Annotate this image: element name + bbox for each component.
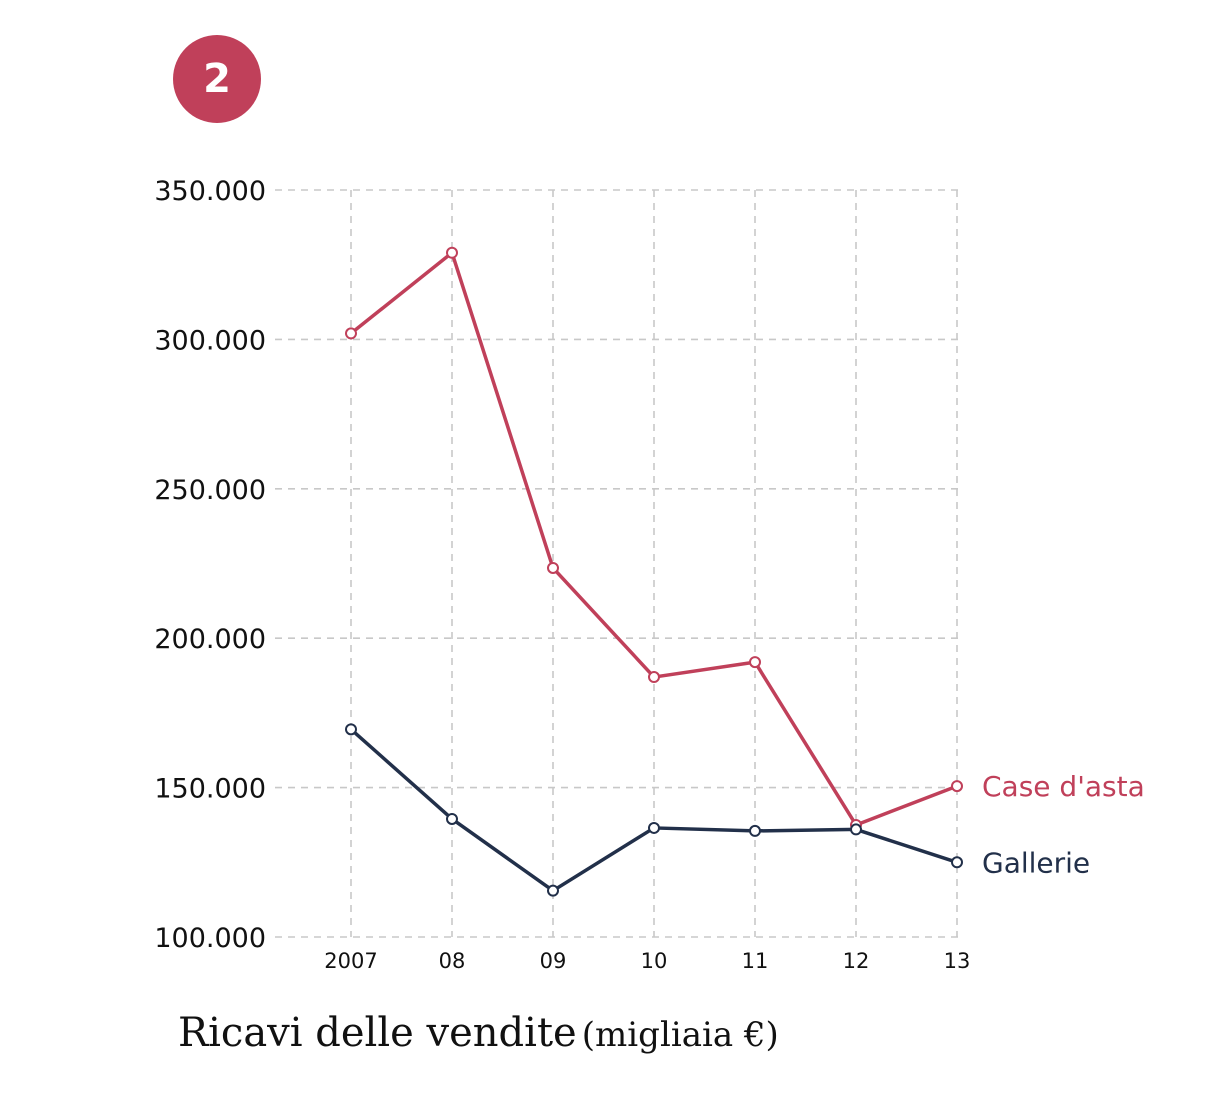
- section-number-badge: 2: [173, 35, 261, 123]
- data-point: [446, 246, 458, 259]
- y-tick-label: 250.000: [154, 475, 266, 506]
- y-tick-label: 350.000: [154, 176, 266, 207]
- data-point: [749, 824, 761, 837]
- data-point: [547, 884, 559, 897]
- chart-caption-title: Ricavi delle vendite: [178, 1010, 577, 1056]
- data-point: [345, 327, 357, 340]
- data-point: [850, 823, 862, 836]
- chart-caption-unit: (migliaia €): [581, 1015, 779, 1055]
- x-axis-ticks: 2007 08 09 10 11 12 13: [324, 949, 970, 973]
- series-label: Case d'asta: [982, 770, 1145, 803]
- data-point: [951, 780, 963, 793]
- chart-series: Case d'asta Gallerie: [345, 246, 1145, 897]
- sales-line-chart: 100.000 150.000 200.000 250.000 300.000 350.0…: [154, 176, 1145, 973]
- data-point: [345, 723, 357, 736]
- x-tick-label: 09: [540, 949, 567, 973]
- y-tick-label: 200.000: [154, 624, 266, 655]
- y-tick-label: 100.000: [154, 923, 266, 954]
- x-tick-label: 08: [439, 949, 466, 973]
- x-tick-label: 10: [641, 949, 668, 973]
- x-tick-label: 2007: [324, 949, 377, 973]
- data-point: [951, 856, 963, 869]
- y-tick-label: 150.000: [154, 774, 266, 805]
- data-point: [749, 656, 761, 669]
- series-gallerie: Gallerie: [345, 723, 1090, 897]
- x-tick-label: 12: [843, 949, 870, 973]
- data-point: [648, 671, 660, 684]
- data-point: [648, 821, 660, 834]
- series-case-d-asta: Case d'asta: [345, 246, 1145, 831]
- series-label: Gallerie: [982, 846, 1090, 879]
- y-axis-ticks: 100.000 150.000 200.000 250.000 300.000 350.0…: [154, 176, 266, 954]
- y-tick-label: 300.000: [154, 325, 266, 356]
- x-tick-label: 13: [944, 949, 971, 973]
- data-point: [547, 561, 559, 574]
- x-tick-label: 11: [742, 949, 769, 973]
- chart-caption: Ricavi delle vendite (migliaia €): [178, 1010, 779, 1056]
- data-point: [446, 812, 458, 825]
